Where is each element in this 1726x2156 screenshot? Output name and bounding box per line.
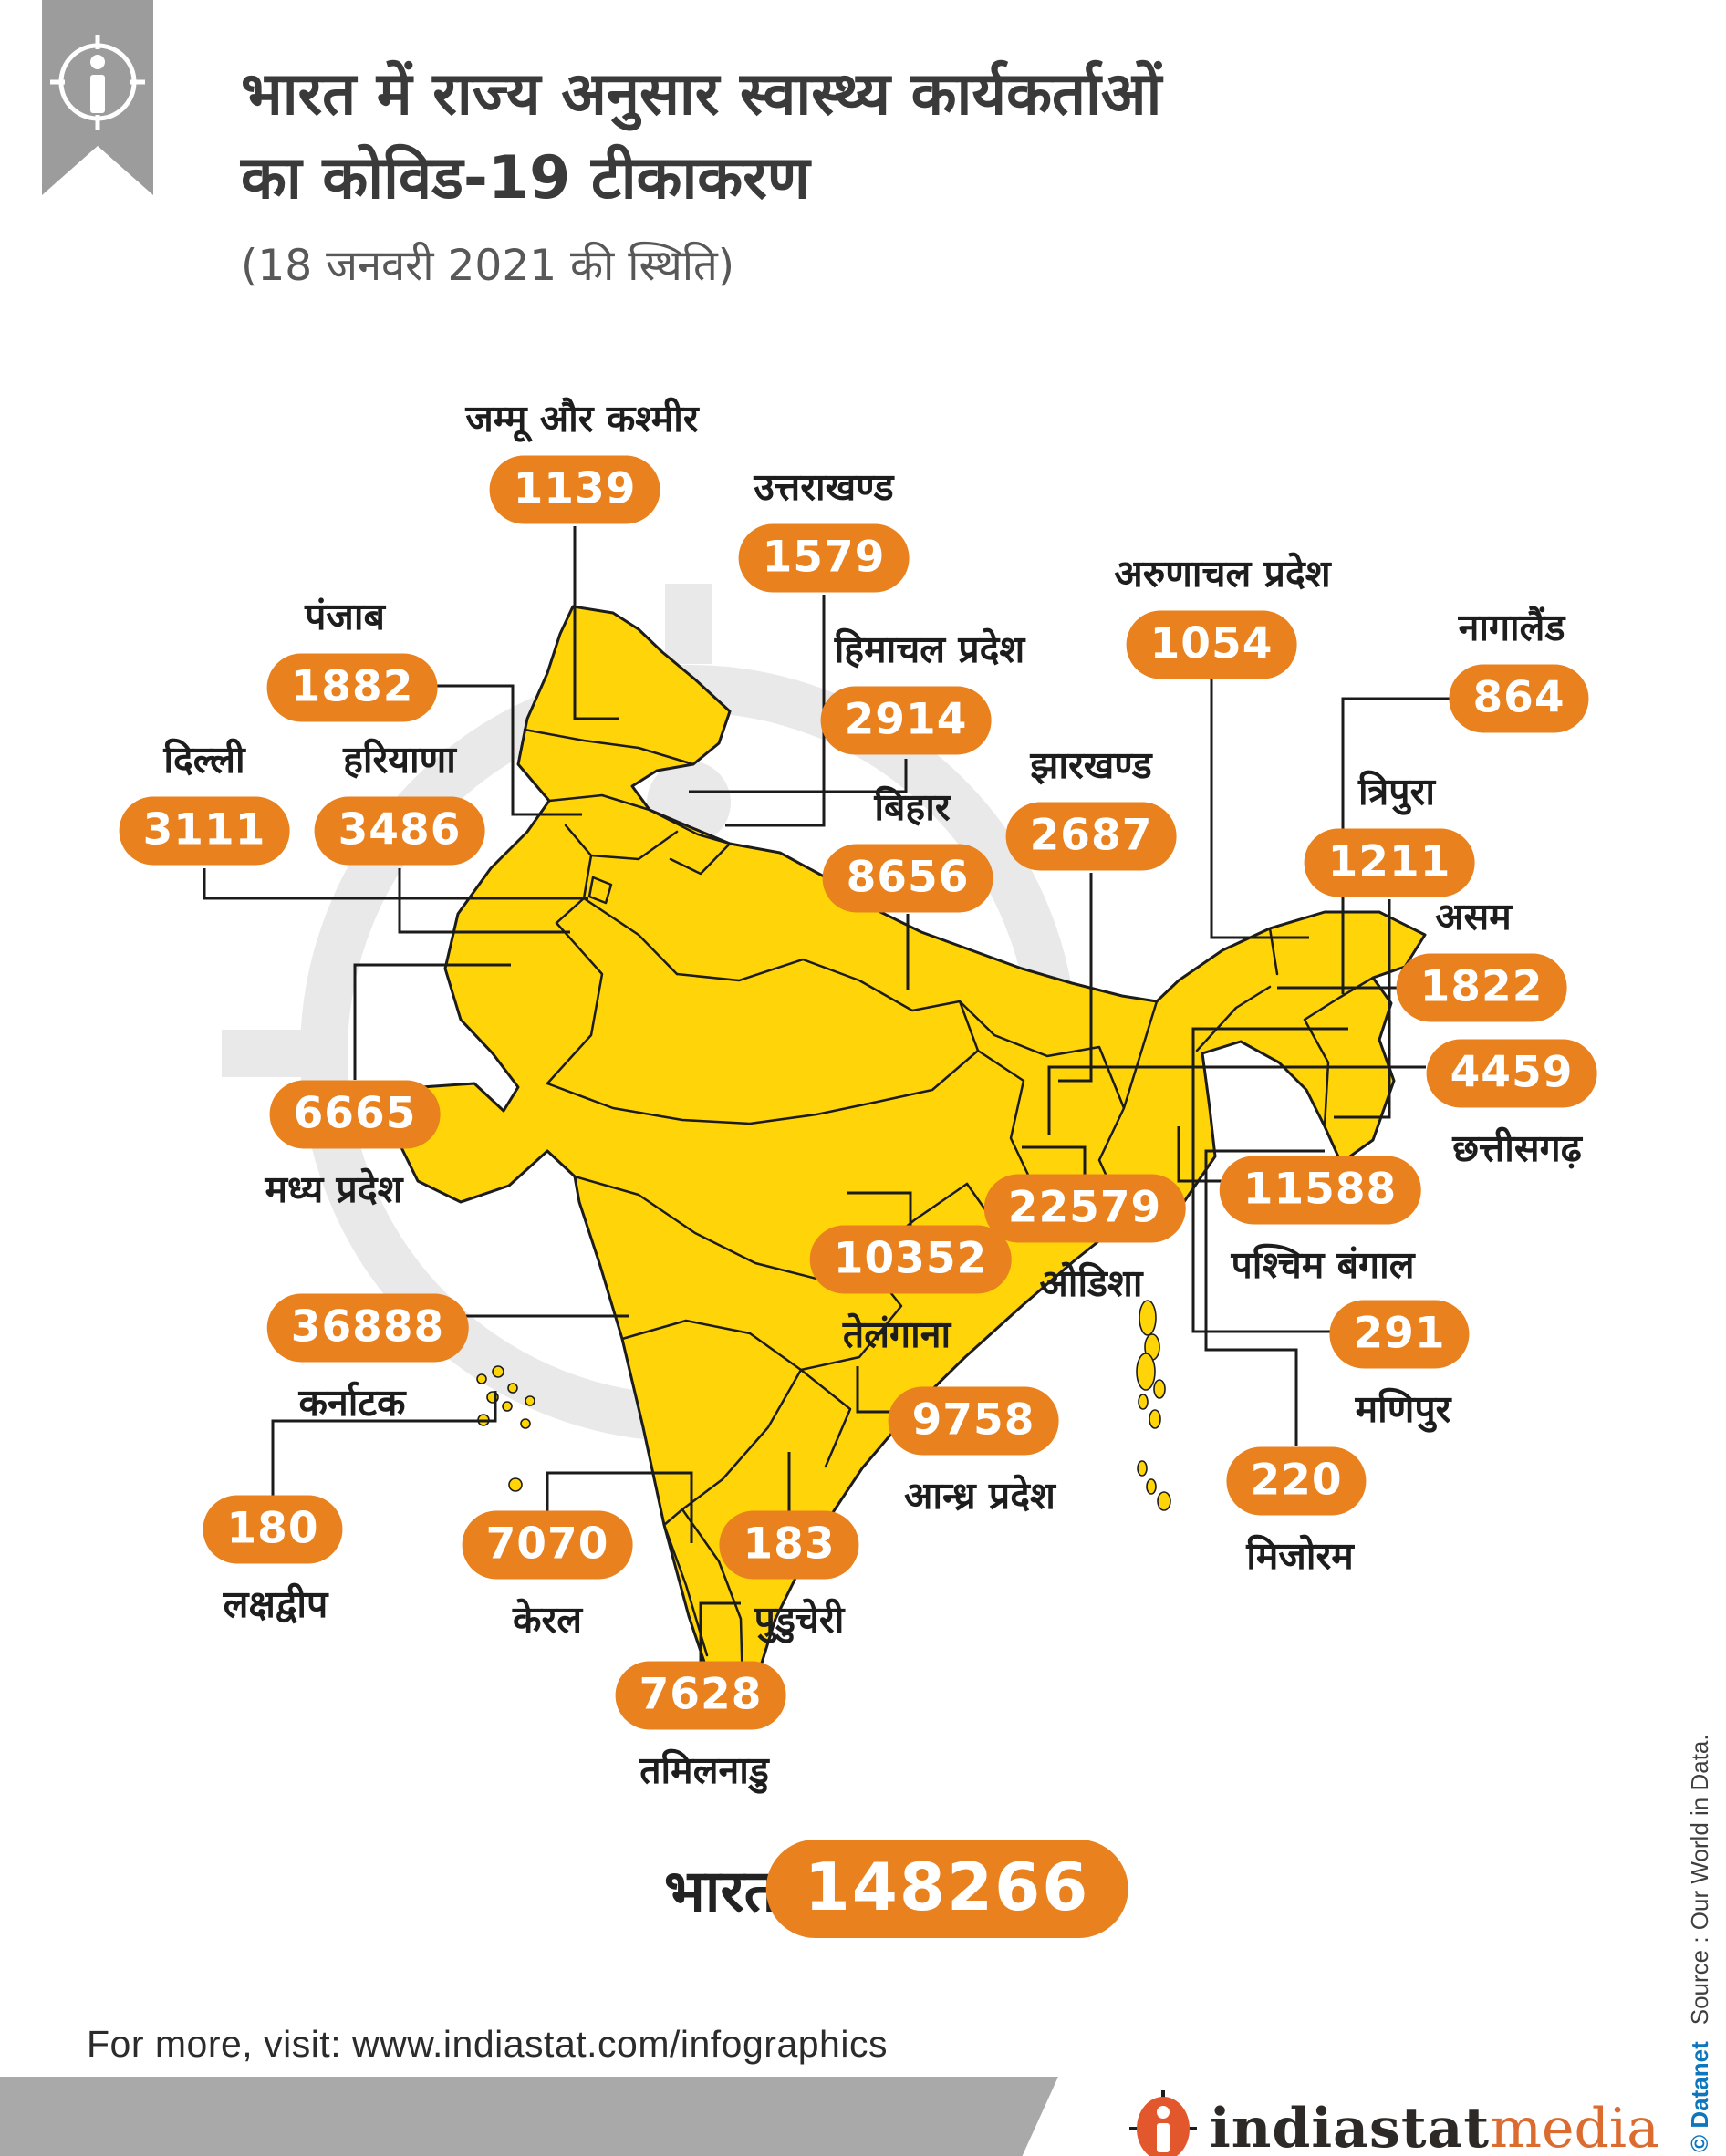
state-label-jammu-kashmir: जम्मू और कश्मीर	[465, 397, 699, 441]
state-label-uttarakhand: उत्तराखण्ड	[754, 465, 894, 509]
state-label-jharkhand: झारखण्ड	[1030, 743, 1152, 787]
total-label: भारत	[663, 1858, 778, 1926]
footer-link[interactable]: For more, visit: www.indiastat.com/infog…	[87, 2023, 888, 2065]
state-badge-andhra-pradesh: 9758	[888, 1386, 1059, 1456]
leader-arunachal-pradesh	[1210, 679, 1309, 939]
leader-tamil-nadu	[699, 1601, 741, 1662]
state-label-arunachal-pradesh: अरुणाचल प्रदेश	[1114, 552, 1331, 596]
state-badge-uttarakhand: 1579	[738, 523, 910, 593]
leader-uttarakhand	[725, 595, 826, 827]
leader-lakshadweep	[271, 1391, 497, 1496]
page-title-line1: भारत में राज्य अनुसार स्वास्थ्य कार्यकर्…	[241, 60, 1162, 129]
leader-haryana	[398, 868, 570, 934]
state-label-mizoram: मिजोरम	[1246, 1534, 1354, 1578]
brand-suffix: media	[1490, 2097, 1659, 2156]
crosshair-info-icon	[50, 35, 145, 130]
leader-madhya-pradesh	[353, 963, 511, 1080]
state-badge-lakshadweep: 180	[203, 1495, 343, 1564]
total-value-badge: 148266	[765, 1840, 1128, 1938]
state-badge-west-bengal: 11588	[1219, 1156, 1421, 1225]
state-label-tamil-nadu: तमिलनाडु	[639, 1748, 769, 1792]
state-badge-assam: 1822	[1396, 953, 1567, 1022]
leader-chhattisgarh	[1047, 1065, 1426, 1135]
state-badge-mizoram: 220	[1226, 1446, 1367, 1516]
source-copyright: © Datanet	[1686, 2041, 1713, 2152]
source-credit: © Datanet Source : Our World in Data.	[1686, 1734, 1714, 2152]
state-badge-punjab: 1882	[266, 653, 438, 722]
state-badge-karnataka: 36888	[266, 1293, 469, 1363]
header: भारत में राज्य अनुसार स्वास्थ्य कार्यकर्…	[241, 53, 1161, 293]
state-label-chhattisgarh: छत्तीसगढ़	[1452, 1126, 1582, 1170]
state-badge-jammu-kashmir: 1139	[489, 455, 660, 524]
footer-banner	[0, 2077, 1058, 2156]
state-badge-tamil-nadu: 7628	[615, 1661, 786, 1730]
state-badge-himachal-pradesh: 2914	[820, 686, 992, 755]
state-label-puducherry: पुडुचेरी	[754, 1598, 845, 1642]
state-badge-manipur: 291	[1329, 1300, 1470, 1369]
state-badge-bihar: 8656	[822, 844, 993, 913]
state-badge-arunachal-pradesh: 1054	[1126, 610, 1297, 679]
state-label-delhi: दिल्ली	[163, 738, 245, 782]
state-label-nagaland: नागालैंड	[1458, 606, 1565, 649]
leader-delhi	[203, 868, 588, 900]
leader-odisha	[1022, 1145, 1087, 1175]
leader-kerala	[546, 1471, 693, 1543]
state-badge-telangana: 10352	[809, 1225, 1012, 1294]
state-label-telangana: तेलंगाना	[842, 1312, 951, 1356]
state-label-andhra-pradesh: आन्ध्र प्रदेश	[904, 1474, 1055, 1518]
state-badge-kerala: 7070	[462, 1510, 633, 1580]
state-label-haryana: हरियाणा	[343, 738, 456, 782]
leader-telangana	[847, 1191, 912, 1226]
state-label-tripura: त्रिपुरा	[1358, 770, 1435, 814]
leader-jharkhand	[1058, 873, 1093, 1083]
state-badge-puducherry: 183	[719, 1510, 859, 1580]
state-badge-odisha: 22579	[983, 1174, 1186, 1243]
leader-himachal-pradesh	[689, 759, 908, 793]
state-badge-delhi: 3111	[119, 796, 290, 866]
state-label-punjab: पंजाब	[305, 595, 385, 638]
state-label-karnataka: कर्नाटक	[298, 1381, 406, 1425]
state-label-west-bengal: पश्चिम बंगाल	[1231, 1243, 1415, 1287]
leader-mizoram	[1204, 1149, 1325, 1446]
state-label-kerala: केरल	[512, 1598, 583, 1642]
state-label-madhya-pradesh: मध्य प्रदेश	[265, 1167, 403, 1211]
page-subtitle: (18 जनवरी 2021 की स्थिति)	[241, 240, 735, 291]
state-label-odisha: ओडिशा	[1039, 1261, 1143, 1305]
page-title-line2: का कोविड-19 टीकाकरण	[241, 144, 810, 213]
brand-logo: indiastat media	[1129, 2090, 1659, 2156]
indiastat-logo-icon	[1129, 2090, 1197, 2156]
state-badge-madhya-pradesh: 6665	[269, 1080, 441, 1149]
state-label-bihar: बिहार	[874, 785, 951, 829]
state-badge-tripura: 1211	[1304, 828, 1475, 897]
bookmark-ribbon	[42, 0, 153, 197]
state-label-himachal-pradesh: हिमाचल प्रदेश	[834, 627, 1025, 671]
state-label-assam: असम	[1435, 895, 1512, 938]
state-badge-haryana: 3486	[314, 796, 485, 866]
leader-tripura	[1334, 899, 1391, 1119]
leader-manipur	[1191, 1027, 1348, 1333]
state-badge-jharkhand: 2687	[1005, 802, 1177, 871]
state-label-manipur: मणिपुर	[1355, 1387, 1451, 1431]
state-badge-chhattisgarh: 4459	[1426, 1039, 1597, 1108]
brand-name: indiastat	[1210, 2097, 1491, 2156]
india-outline	[392, 605, 1427, 1724]
leader-jammu-kashmir	[573, 526, 619, 720]
state-badge-nagaland: 864	[1449, 664, 1589, 733]
state-label-lakshadweep: लक्षद्वीप	[223, 1582, 328, 1626]
leader-punjab	[412, 684, 582, 816]
source-text: Source : Our World in Data.	[1686, 1734, 1713, 2026]
